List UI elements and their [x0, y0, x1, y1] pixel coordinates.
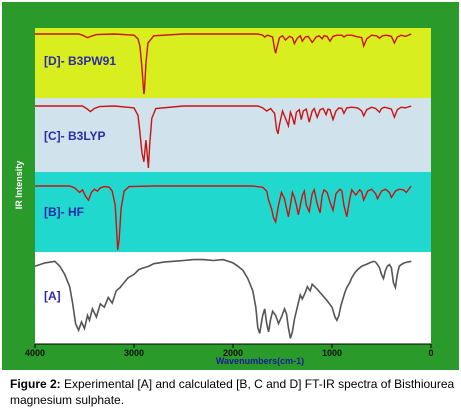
panel-C-label: [C]- B3LYP — [44, 129, 106, 143]
x-axis-ticks: 4000 3000 2000 1000 0 — [25, 344, 434, 358]
caption-text: Experimental [A] and calculated [B, C an… — [10, 377, 455, 407]
figure-caption: Figure 2: Experimental [A] and calculate… — [10, 376, 455, 408]
panel-A-background — [35, 252, 431, 344]
spectrum-B-line — [35, 185, 412, 251]
x-tick-label: 4000 — [25, 348, 45, 358]
spectrum-D-line — [35, 33, 412, 95]
y-axis-label: IR Intensity — [14, 161, 24, 210]
panel-B-background — [35, 172, 431, 252]
ftir-figure: IR Intensity [D]- B3PW91 [C]- B3LYP [B]-… — [2, 2, 459, 370]
x-tick-label: 1000 — [322, 348, 342, 358]
x-axis-label: Wavenumbers(cm-1) — [216, 356, 304, 366]
x-tick-label: 0 — [428, 348, 433, 358]
x-tick-label: 2000 — [223, 348, 243, 358]
panel-D-label: [D]- B3PW91 — [44, 54, 116, 68]
x-tick-label: 3000 — [124, 348, 144, 358]
spectrum-C-line — [35, 105, 412, 169]
caption-label: Figure 2: — [10, 377, 61, 391]
panel-A-label: [A] — [44, 289, 61, 303]
panel-D-background — [35, 28, 431, 98]
panel-C-background — [35, 98, 431, 172]
spectrum-A-line — [34, 258, 412, 339]
panel-B-label: [B]- HF — [44, 205, 84, 219]
